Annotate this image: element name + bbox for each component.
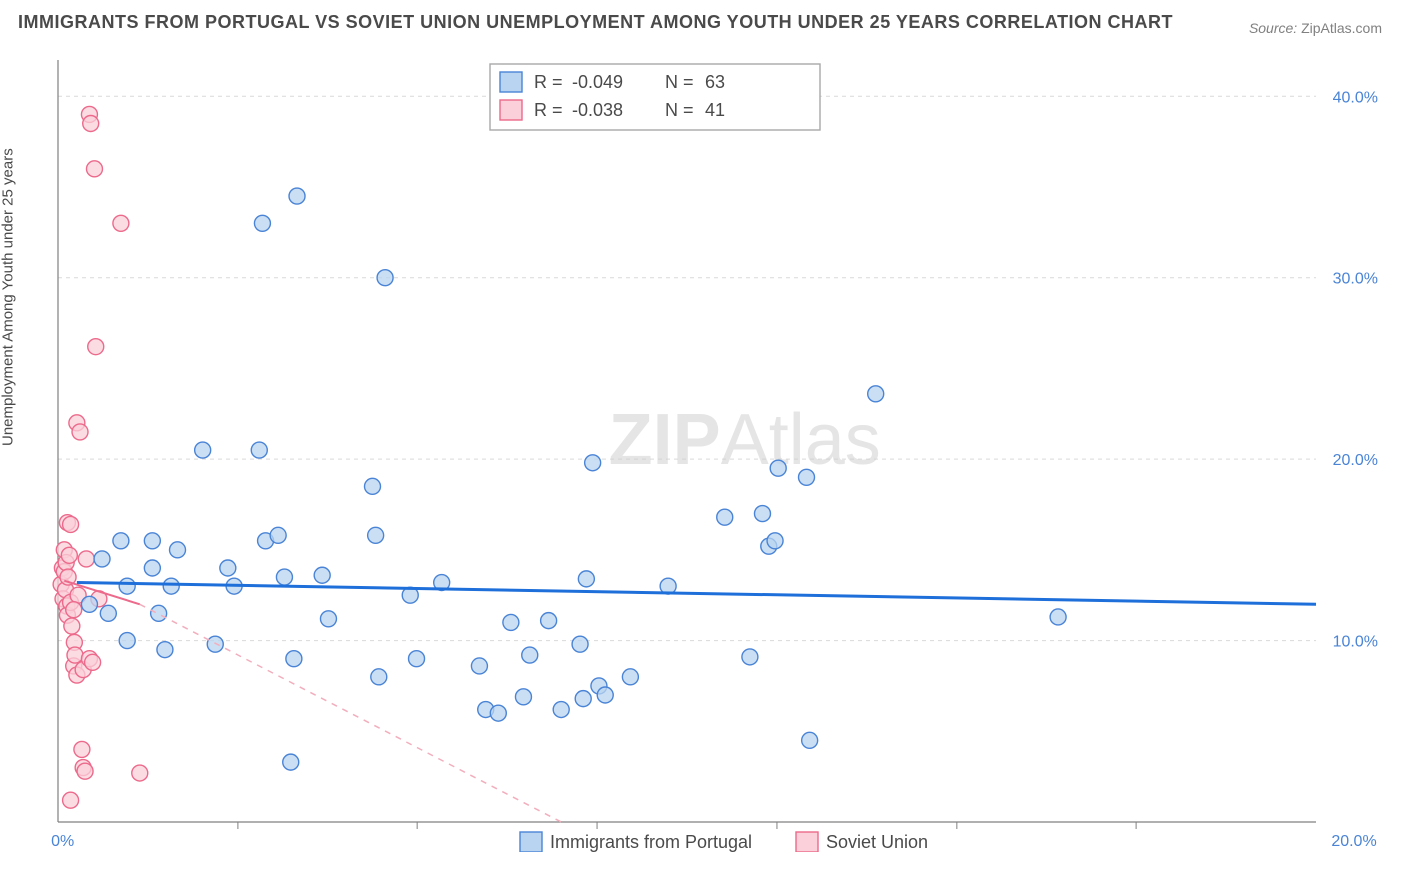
legend-series-label: Immigrants from Portugal <box>550 832 752 852</box>
data-point-portugal <box>522 647 538 663</box>
source-attribution: Source: ZipAtlas.com <box>1249 20 1382 36</box>
data-point-portugal <box>541 613 557 629</box>
data-point-soviet <box>86 161 102 177</box>
data-point-portugal <box>195 442 211 458</box>
data-point-soviet <box>78 551 94 567</box>
y-tick-label: 40.0% <box>1333 89 1378 106</box>
data-point-portugal <box>100 605 116 621</box>
data-point-portugal <box>770 460 786 476</box>
data-point-portugal <box>572 636 588 652</box>
legend-n-label: N = <box>665 100 694 120</box>
data-point-portugal <box>553 702 569 718</box>
data-point-portugal <box>286 651 302 667</box>
data-point-portugal <box>254 215 270 231</box>
x-tick-label: 20.0% <box>1331 833 1376 850</box>
data-point-portugal <box>799 469 815 485</box>
data-point-soviet <box>67 647 83 663</box>
data-point-portugal <box>622 669 638 685</box>
legend-swatch <box>500 100 522 120</box>
y-tick-label: 10.0% <box>1333 634 1378 651</box>
data-point-portugal <box>365 478 381 494</box>
data-point-portugal <box>220 560 236 576</box>
data-point-portugal <box>320 611 336 627</box>
data-point-soviet <box>74 741 90 757</box>
data-point-portugal <box>163 578 179 594</box>
data-point-portugal <box>314 567 330 583</box>
data-point-portugal <box>289 188 305 204</box>
chart-area: 10.0% 20.0% 30.0% 40.0% ZIPAtlas 0.0% 20.0% R =… <box>50 60 1386 852</box>
data-point-portugal <box>368 527 384 543</box>
data-point-portugal <box>490 705 506 721</box>
data-point-soviet <box>88 339 104 355</box>
legend-correlation: R = -0.049 N = 63 R = -0.038 N = 41 <box>490 64 820 130</box>
data-point-portugal <box>81 596 97 612</box>
legend-swatch <box>520 832 542 852</box>
y-tick-label: 30.0% <box>1333 271 1378 288</box>
legend-series-label: Soviet Union <box>826 832 928 852</box>
trend-line-portugal <box>77 583 1316 605</box>
data-point-portugal <box>503 614 519 630</box>
data-point-portugal <box>270 527 286 543</box>
data-point-portugal <box>578 571 594 587</box>
data-point-portugal <box>515 689 531 705</box>
scatter-chart-svg: 10.0% 20.0% 30.0% 40.0% ZIPAtlas 0.0% 20.0% R =… <box>50 60 1386 852</box>
data-point-soviet <box>64 618 80 634</box>
data-point-portugal <box>157 642 173 658</box>
data-point-portugal <box>868 386 884 402</box>
legend-r-label: R = <box>534 100 563 120</box>
data-point-portugal <box>597 687 613 703</box>
data-point-portugal <box>113 533 129 549</box>
watermark: ZIPAtlas <box>609 400 881 480</box>
data-point-portugal <box>119 578 135 594</box>
data-point-portugal <box>144 560 160 576</box>
data-point-portugal <box>251 442 267 458</box>
source-value: ZipAtlas.com <box>1301 20 1382 36</box>
data-point-soviet <box>63 792 79 808</box>
legend-r-value: -0.049 <box>572 72 623 92</box>
data-point-portugal <box>276 569 292 585</box>
y-tick-label: 20.0% <box>1333 452 1378 469</box>
data-point-portugal <box>151 605 167 621</box>
data-point-portugal <box>1050 609 1066 625</box>
data-point-portugal <box>119 633 135 649</box>
data-point-soviet <box>63 516 79 532</box>
x-tick-label: 0.0% <box>50 833 74 850</box>
data-point-soviet <box>83 116 99 132</box>
legend-n-label: N = <box>665 72 694 92</box>
data-point-soviet <box>66 602 82 618</box>
data-point-portugal <box>767 533 783 549</box>
legend-swatch <box>796 832 818 852</box>
legend-swatch <box>500 72 522 92</box>
chart-title: IMMIGRANTS FROM PORTUGAL VS SOVIET UNION… <box>18 12 1173 33</box>
data-point-portugal <box>377 270 393 286</box>
data-point-soviet <box>61 547 77 563</box>
data-point-portugal <box>802 732 818 748</box>
source-label: Source: <box>1249 20 1297 36</box>
data-point-portugal <box>575 691 591 707</box>
legend-r-value: -0.038 <box>572 100 623 120</box>
y-axis-label: Unemployment Among Youth under 25 years <box>0 148 17 446</box>
data-point-portugal <box>754 506 770 522</box>
data-point-portugal <box>144 533 160 549</box>
data-point-portugal <box>283 754 299 770</box>
data-point-portugal <box>207 636 223 652</box>
legend-r-label: R = <box>534 72 563 92</box>
data-point-soviet <box>113 215 129 231</box>
data-point-soviet <box>85 654 101 670</box>
data-point-portugal <box>717 509 733 525</box>
data-point-portugal <box>94 551 110 567</box>
data-point-soviet <box>72 424 88 440</box>
data-point-portugal <box>409 651 425 667</box>
data-point-portugal <box>742 649 758 665</box>
data-point-portugal <box>471 658 487 674</box>
data-point-soviet <box>77 763 93 779</box>
legend-n-value: 41 <box>705 100 725 120</box>
legend-series: Immigrants from Portugal Soviet Union <box>520 832 928 852</box>
data-point-portugal <box>371 669 387 685</box>
data-point-portugal <box>170 542 186 558</box>
data-point-soviet <box>132 765 148 781</box>
legend-n-value: 63 <box>705 72 725 92</box>
data-point-portugal <box>585 455 601 471</box>
